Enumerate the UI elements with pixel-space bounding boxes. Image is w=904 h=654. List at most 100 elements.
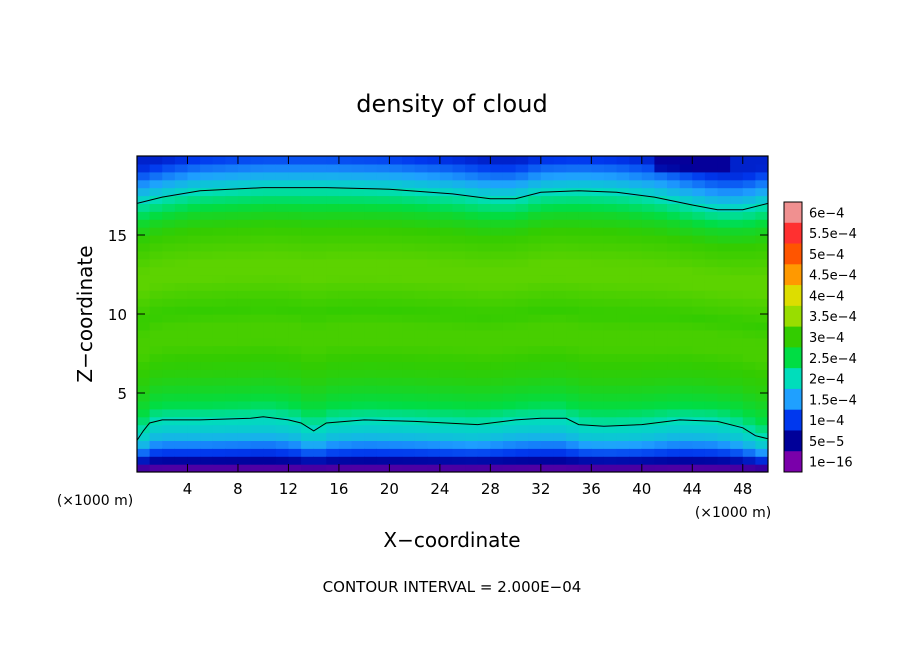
- field-cell: [137, 353, 151, 362]
- field-cell: [402, 306, 416, 315]
- field-cell: [641, 345, 656, 355]
- field-cell: [137, 400, 151, 410]
- field-cell: [667, 408, 681, 418]
- field-cell: [730, 211, 744, 220]
- field-cell: [679, 258, 693, 268]
- field-cell: [591, 440, 605, 449]
- field-cell: [137, 171, 151, 181]
- contour-line-lower: [137, 416, 768, 441]
- field-cell: [275, 464, 290, 472]
- field-cell: [654, 163, 668, 173]
- field-cell: [313, 432, 327, 441]
- field-cell: [641, 321, 656, 331]
- field-cell: [237, 432, 252, 441]
- field-cell: [351, 219, 365, 228]
- field-cell: [692, 329, 706, 339]
- field-cell: [490, 156, 504, 165]
- field-cell: [578, 361, 592, 370]
- field-cell: [502, 298, 517, 307]
- field-cell: [502, 163, 517, 173]
- field-cell: [692, 353, 706, 362]
- y-tick-label: 15: [108, 227, 127, 245]
- field-cell: [439, 369, 454, 378]
- field-cell: [704, 408, 719, 418]
- field-cell: [717, 306, 731, 315]
- field-cell: [376, 440, 390, 449]
- field-cell: [313, 369, 327, 378]
- field-cell: [515, 258, 529, 268]
- field-cell: [717, 195, 731, 204]
- field-cell: [137, 156, 151, 165]
- field-cell: [502, 345, 517, 355]
- field-cell: [578, 298, 592, 307]
- field-cell: [692, 361, 706, 370]
- field-cell: [490, 235, 504, 244]
- field-cell: [566, 235, 580, 244]
- field-cell: [427, 314, 441, 323]
- field-cell: [376, 211, 390, 220]
- field-cell: [553, 353, 567, 362]
- field-cell: [742, 400, 756, 410]
- field-cell: [414, 258, 428, 268]
- field-cell: [200, 464, 214, 472]
- field-cell: [641, 408, 656, 418]
- field-cell: [717, 337, 731, 347]
- field-cell: [351, 416, 365, 426]
- field-cell: [515, 266, 529, 276]
- field-cell: [187, 314, 201, 323]
- field-cell: [654, 329, 668, 339]
- field-cell: [427, 456, 441, 465]
- field-cell: [490, 321, 504, 331]
- field-cell: [338, 242, 353, 252]
- field-cell: [301, 203, 315, 212]
- field-cell: [603, 393, 618, 402]
- field-cell: [288, 464, 302, 472]
- field-cell: [301, 171, 315, 181]
- field-cell: [313, 266, 327, 276]
- field-cell: [351, 314, 365, 323]
- field-cell: [616, 242, 630, 252]
- field-cell: [376, 187, 390, 197]
- field-cell: [402, 361, 416, 370]
- field-cell: [187, 227, 201, 236]
- field-cell: [376, 156, 390, 165]
- field-cell: [477, 369, 491, 378]
- field-cell: [376, 195, 390, 204]
- field-cell: [364, 235, 378, 244]
- field-cell: [591, 321, 605, 331]
- field-cell: [591, 408, 605, 418]
- field-cell: [477, 203, 491, 212]
- field-cell: [275, 369, 290, 378]
- field-cell: [427, 179, 441, 189]
- field-cell: [162, 156, 176, 165]
- field-cell: [439, 329, 454, 339]
- colorbar-label: 4.5e−4: [809, 269, 857, 284]
- field-cell: [225, 377, 239, 386]
- field-cell: [288, 345, 302, 355]
- field-cell: [452, 211, 466, 220]
- field-cell: [326, 377, 340, 386]
- field-cell: [629, 377, 643, 386]
- field-cell: [313, 250, 327, 260]
- field-cell: [288, 227, 302, 236]
- field-cell: [515, 353, 529, 362]
- field-cell: [137, 408, 151, 418]
- field-cell: [490, 448, 504, 457]
- field-cell: [452, 329, 466, 339]
- field-cell: [187, 424, 201, 434]
- field-cell: [667, 353, 681, 362]
- field-cell: [174, 163, 189, 173]
- field-cell: [591, 211, 605, 220]
- field-cell: [667, 282, 681, 291]
- field-cell: [704, 298, 719, 307]
- field-cell: [149, 250, 163, 260]
- field-cell: [692, 321, 706, 331]
- field-cell: [629, 345, 643, 355]
- field-cell: [667, 187, 681, 197]
- field-cell: [174, 385, 189, 394]
- field-cell: [149, 314, 163, 323]
- field-cell: [162, 195, 176, 204]
- field-cell: [477, 353, 491, 362]
- field-cell: [477, 258, 491, 268]
- field-cell: [730, 329, 744, 339]
